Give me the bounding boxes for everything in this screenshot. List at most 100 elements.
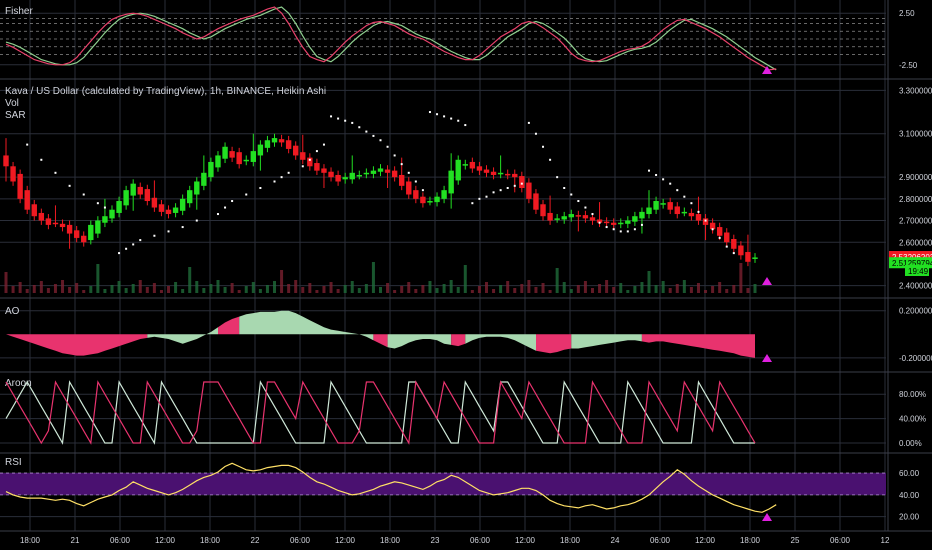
candle-body: [109, 209, 115, 219]
volume-bar: [619, 283, 623, 293]
sar-dot: [570, 193, 573, 196]
volume-bar: [315, 290, 319, 293]
sar-dot: [414, 180, 417, 183]
ao-pane[interactable]: AO 0.20000000 -0.20000000: [5, 306, 932, 363]
candle-body: [420, 196, 426, 204]
volume-bar: [322, 286, 326, 293]
candle-body: [45, 218, 52, 225]
aroon-lines: [5, 380, 756, 445]
candle-body: [533, 193, 539, 210]
candle-body: [667, 202, 673, 210]
y-tick-label: 40.00%: [899, 415, 926, 424]
sar-dot: [301, 165, 304, 168]
volume-bar: [265, 285, 269, 293]
sar-dot: [619, 230, 622, 233]
candle-body: [596, 219, 603, 223]
volume-bar: [357, 288, 361, 293]
volume-bar: [53, 284, 57, 293]
rsi-pane[interactable]: RSI 60.00 40.00 20.00: [0, 457, 920, 522]
volume-bar: [145, 287, 149, 293]
rsi-title: RSI: [5, 457, 22, 468]
alert-triangle: [762, 513, 772, 521]
last-close-tag: [889, 251, 932, 263]
candle-body: [3, 155, 9, 167]
candle-body: [554, 218, 560, 220]
y-tick-label: 2.40000000: [899, 282, 932, 291]
candle-body: [377, 168, 384, 172]
sar-dot: [40, 158, 43, 161]
aroon-pane[interactable]: Aroon 80.00% 40.00% 0.00%: [5, 378, 926, 448]
volume-bar: [513, 288, 517, 293]
price-pane[interactable]: 3.30000000 3.10000000 2.90000000 2.80000000…: [3, 86, 932, 293]
fisher-pane[interactable]: Fisher 2.50 -2.50: [0, 6, 918, 71]
sar-dot: [96, 202, 99, 205]
sar-dot: [527, 121, 530, 124]
sar-dot: [655, 173, 658, 176]
volume-bar: [732, 285, 736, 293]
sar-dot: [556, 176, 559, 179]
candle-body: [194, 181, 200, 195]
candle-body: [356, 174, 363, 177]
volume-bar: [258, 289, 262, 293]
candle-body: [370, 170, 377, 174]
sar-dot: [54, 171, 57, 174]
ao-segment: [218, 316, 240, 335]
x-tick-label: 06:00: [470, 536, 491, 545]
volume-bar: [117, 281, 121, 293]
y-tick-label: 0.00%: [899, 439, 922, 448]
candle-body: [116, 201, 122, 213]
candle-body: [66, 224, 73, 234]
candle-body: [526, 182, 532, 199]
volume-bar: [499, 285, 503, 293]
y-tick-label: -0.20000000: [899, 354, 932, 363]
volume-bar: [484, 282, 488, 293]
volume-bars: [4, 262, 757, 293]
sar-dot: [534, 132, 537, 135]
volume-bar: [704, 290, 708, 293]
volume-bar: [477, 286, 481, 293]
candle-body: [646, 207, 652, 215]
volume-bar: [534, 287, 538, 293]
volume-bar: [329, 282, 333, 293]
candle-body: [179, 198, 186, 211]
candle-body: [201, 172, 207, 186]
sar-dot: [443, 115, 446, 118]
sar-dot: [315, 150, 318, 153]
candle-body: [603, 221, 610, 224]
candle-body: [398, 174, 405, 186]
candle-body: [158, 204, 165, 212]
volume-bar: [202, 288, 206, 293]
sar-dot: [421, 189, 424, 192]
alert-triangle: [762, 66, 772, 74]
x-tick-label: 12:00: [155, 536, 176, 545]
volume-bar: [32, 285, 36, 293]
volume-bar: [294, 280, 298, 293]
x-tick-label: 06:00: [110, 536, 131, 545]
candle-body: [695, 214, 702, 221]
sar-dot: [471, 202, 474, 205]
candle-body: [639, 211, 645, 219]
ao-segment: [6, 334, 148, 356]
volume-bar: [492, 289, 496, 293]
candle-body: [17, 173, 23, 199]
volume-bar: [110, 285, 114, 293]
sar-dot: [273, 180, 276, 183]
volume-bar: [711, 286, 715, 293]
volume-bar: [626, 290, 630, 293]
volume-bar: [131, 284, 135, 293]
sar-dot: [697, 210, 700, 213]
candle-body: [497, 172, 504, 175]
legend-vol: Vol: [5, 98, 19, 109]
volume-bar: [181, 289, 185, 293]
y-tick-label: 0.20000000: [899, 307, 932, 316]
sar-dot: [379, 139, 382, 142]
sar-dot: [683, 195, 686, 198]
sar-dot: [520, 182, 523, 185]
volume-bar: [598, 284, 602, 293]
candle-body: [300, 152, 306, 160]
x-tick-label: 22: [251, 536, 260, 545]
volume-bar: [61, 280, 65, 293]
candle-body: [469, 161, 476, 169]
sar-dot: [633, 228, 636, 231]
